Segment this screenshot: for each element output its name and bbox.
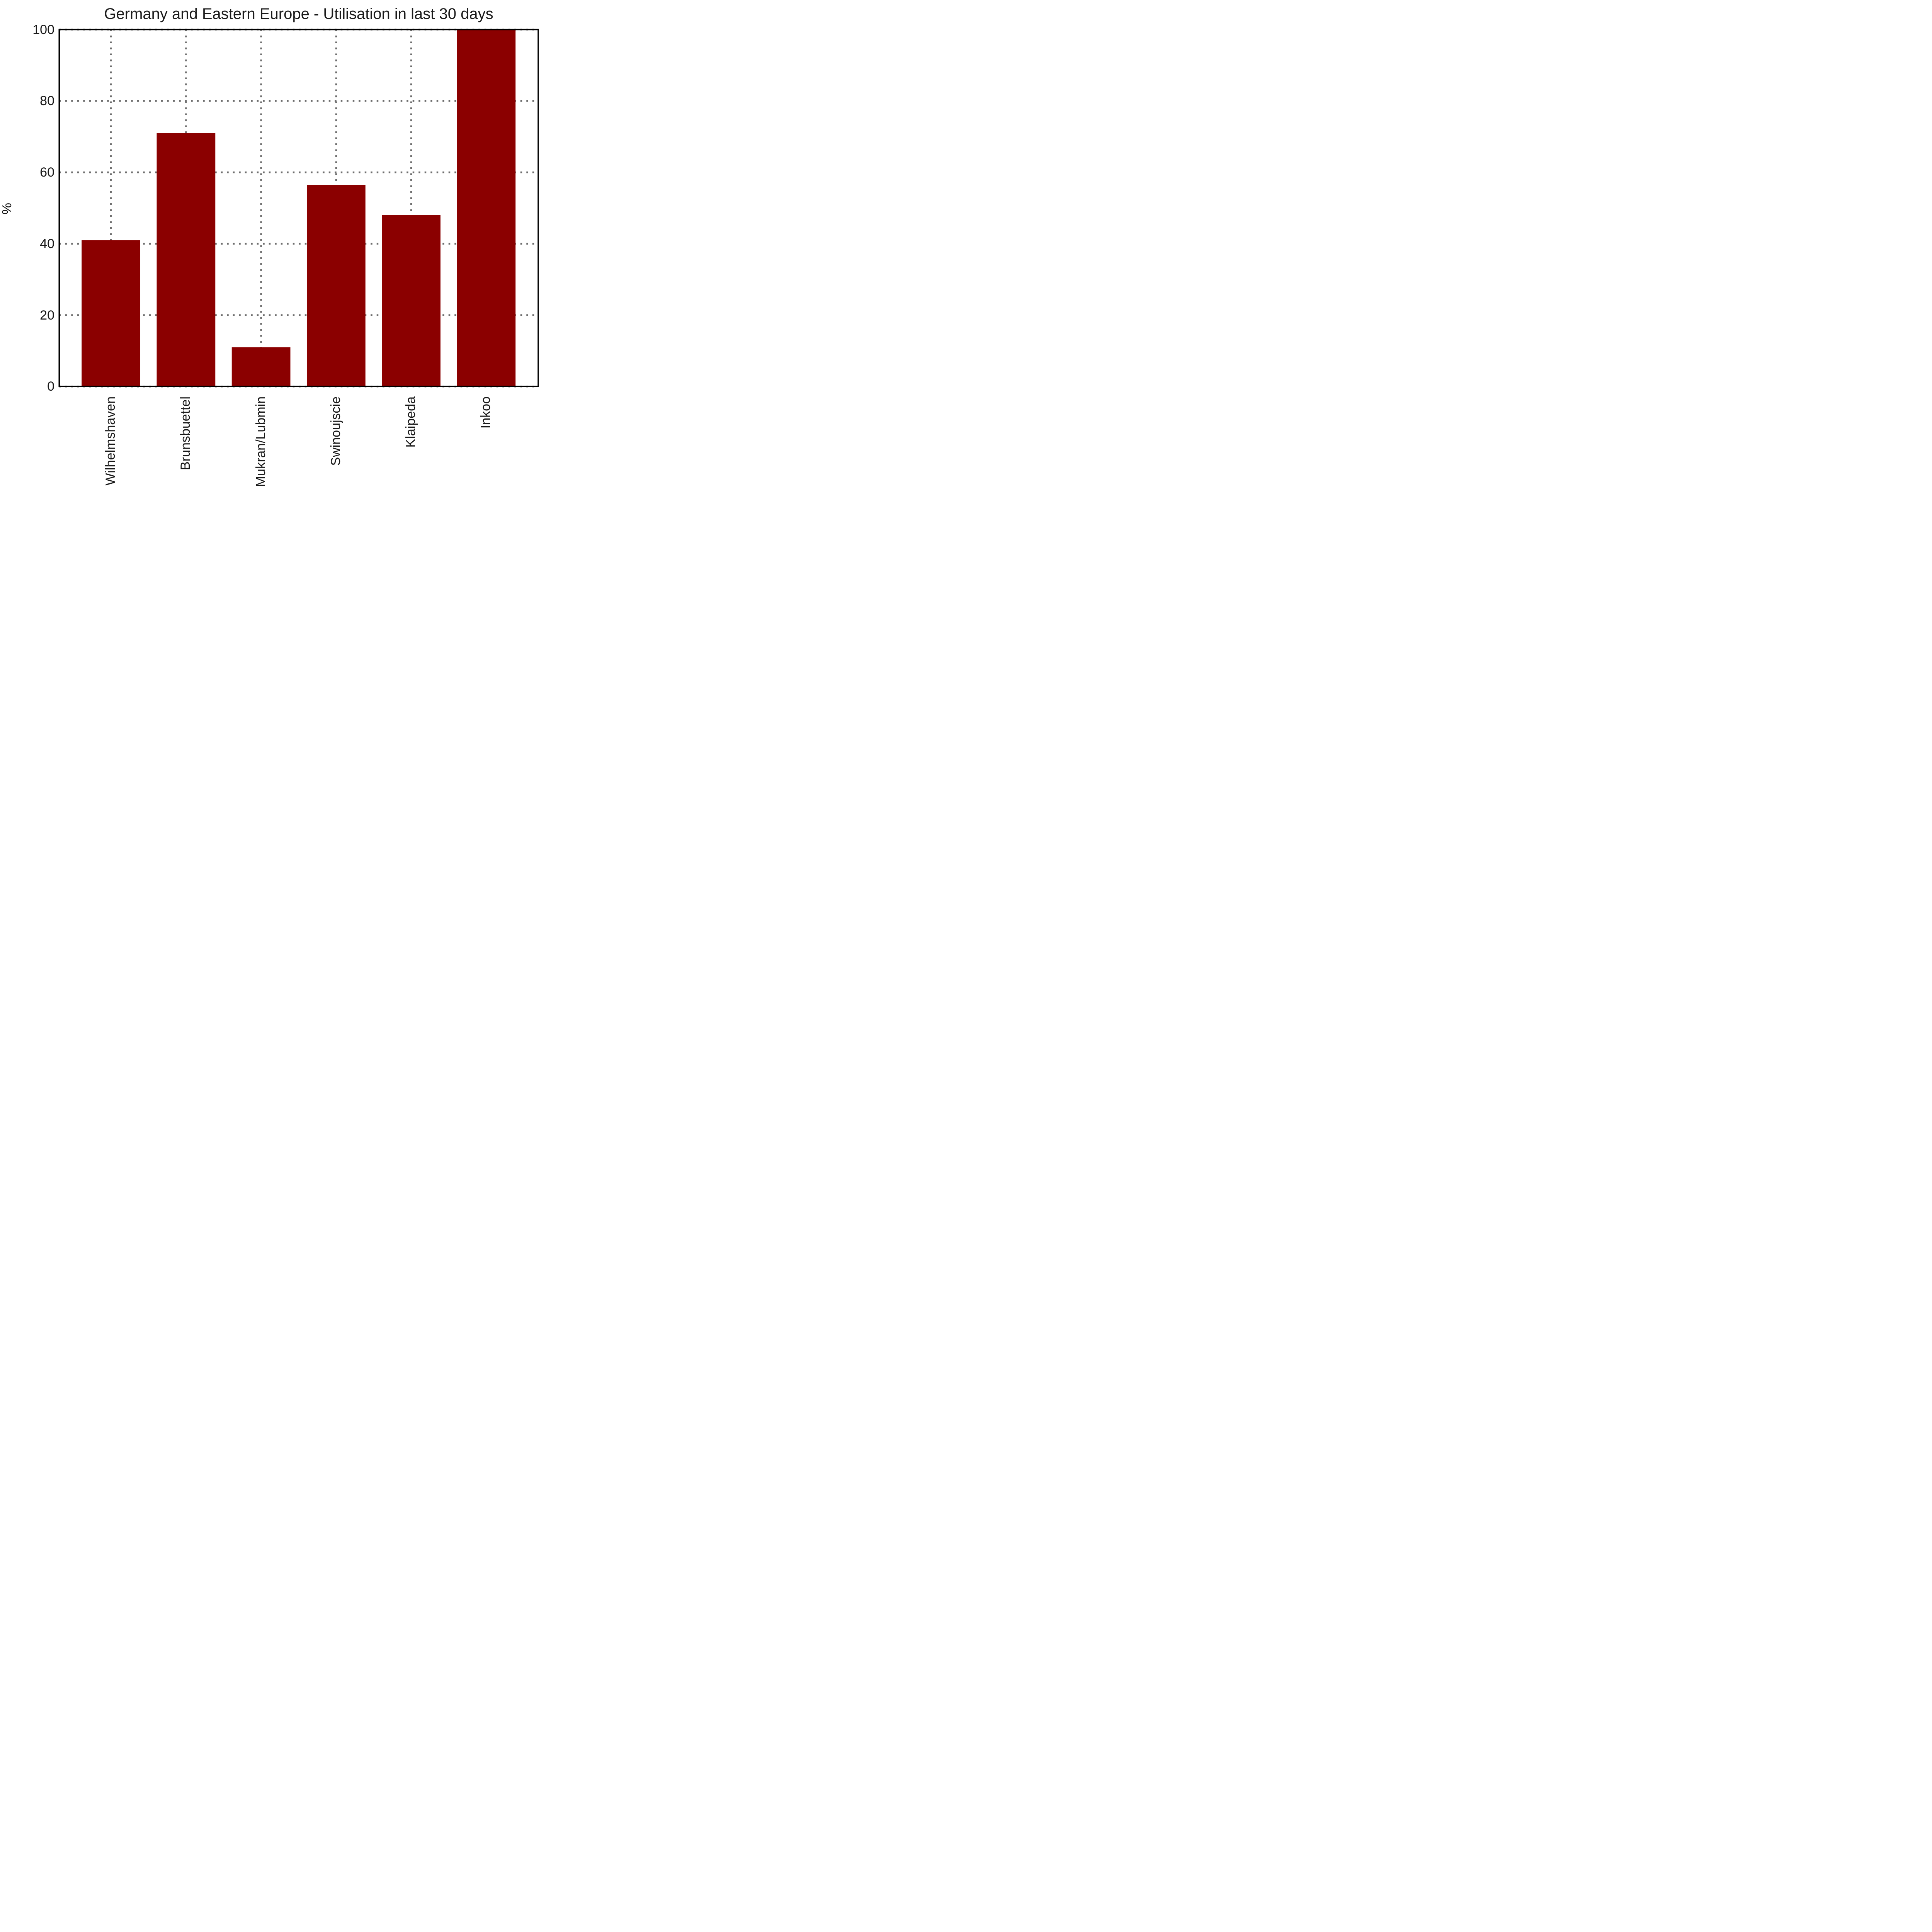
- bar: [457, 29, 516, 387]
- x-tick-label: Brunsbuettel: [178, 396, 193, 471]
- x-tick-label: Wilhelmshaven: [103, 396, 118, 486]
- y-tick-label: 80: [40, 94, 54, 109]
- bar: [156, 133, 216, 387]
- y-tick-label: 40: [40, 236, 54, 251]
- x-tick-label: Mukran/Lubmin: [253, 396, 268, 487]
- y-tick-label: 100: [32, 22, 54, 37]
- chart-title: Germany and Eastern Europe - Utilisation…: [104, 5, 493, 22]
- plot-area: [58, 29, 539, 388]
- bar-chart-figure: Germany and Eastern Europe - Utilisation…: [0, 0, 548, 498]
- bar: [231, 347, 291, 387]
- y-tick-label: 60: [40, 165, 54, 180]
- bar: [82, 240, 141, 387]
- y-tick-label: 0: [47, 379, 54, 394]
- y-tick-label: 20: [40, 308, 54, 323]
- bar: [382, 215, 440, 387]
- x-tick-label: Klaipeda: [403, 396, 418, 448]
- bar: [306, 185, 366, 387]
- x-tick-label: Inkoo: [478, 396, 493, 429]
- axes-spines: [58, 29, 539, 387]
- x-tick-label: Swinoujscie: [328, 396, 343, 466]
